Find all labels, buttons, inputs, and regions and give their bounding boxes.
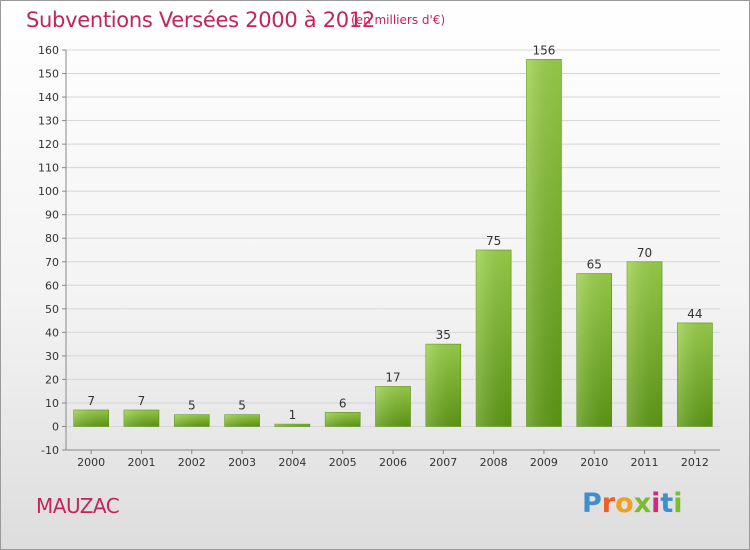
- place-name: MAUZAC: [36, 494, 120, 518]
- data-label: 75: [486, 234, 501, 248]
- bar-shade: [627, 261, 663, 427]
- y-tick-label: 130: [38, 115, 59, 128]
- x-tick-label: 2002: [178, 456, 206, 469]
- bar-shade: [476, 250, 512, 427]
- x-tick-label: 2008: [480, 456, 508, 469]
- bar-shade: [425, 344, 461, 427]
- chart-subtitle: (en milliers d'€): [351, 13, 446, 27]
- bar-shade: [123, 410, 159, 427]
- y-tick-label: 90: [45, 209, 59, 222]
- data-label: 35: [436, 328, 451, 342]
- data-label: 5: [238, 399, 246, 413]
- y-tick-label: 100: [38, 185, 59, 198]
- proxiti-logo: Proxiti: [582, 488, 683, 519]
- y-tick-label: 70: [45, 256, 59, 269]
- bars: [73, 59, 713, 427]
- bar-shade: [576, 273, 612, 427]
- chart-title: Subventions Versées 2000 à 2012: [26, 8, 375, 32]
- x-tick-label: 2012: [681, 456, 709, 469]
- y-tick-label: -10: [41, 444, 59, 457]
- bar-shade: [375, 386, 411, 427]
- x-tick-label: 2000: [77, 456, 105, 469]
- x-tick-label: 2001: [127, 456, 155, 469]
- data-label: 70: [637, 246, 652, 260]
- y-tick-label: 0: [52, 420, 59, 433]
- y-tick-label: 20: [45, 373, 59, 386]
- y-tick-label: 110: [38, 162, 59, 175]
- bar-shade: [224, 414, 260, 427]
- data-label: 7: [138, 394, 146, 408]
- y-tick-label: 160: [38, 44, 59, 57]
- bar-shade: [274, 424, 310, 427]
- bar-shade: [526, 59, 562, 427]
- x-tick-label: 2009: [530, 456, 558, 469]
- x-tick-label: 2007: [429, 456, 457, 469]
- data-label: 44: [687, 307, 702, 321]
- y-tick-label: 150: [38, 68, 59, 81]
- data-label: 7: [87, 394, 95, 408]
- y-tick-label: 30: [45, 350, 59, 363]
- bar-shade: [73, 410, 109, 427]
- bar-shade: [325, 412, 361, 427]
- x-tick-label: 2010: [580, 456, 608, 469]
- data-label: 156: [532, 43, 555, 57]
- y-tick-label: 40: [45, 326, 59, 339]
- data-label: 1: [289, 408, 297, 422]
- labels: 7 2000 7 2001 5 2002 5 2003 1 2004 6 2005 17 2006 35 20…: [77, 43, 709, 469]
- data-label: 17: [385, 370, 400, 384]
- y-tick-label: 60: [45, 279, 59, 292]
- bar-shade: [174, 414, 210, 427]
- axes: -10 0 10 20 30 40 50 60 70 80 90 100 110 120 130 140 150…: [38, 44, 720, 457]
- y-tick-label: 120: [38, 138, 59, 151]
- y-tick-label: 10: [45, 397, 59, 410]
- x-tick-label: 2006: [379, 456, 407, 469]
- x-tick-label: 2005: [329, 456, 357, 469]
- data-label: 5: [188, 399, 196, 413]
- y-tick-label: 50: [45, 303, 59, 316]
- x-tick-label: 2011: [631, 456, 659, 469]
- bar-shade: [677, 322, 713, 427]
- x-tick-label: 2003: [228, 456, 256, 469]
- y-tick-label: 140: [38, 91, 59, 104]
- data-label: 65: [587, 258, 602, 272]
- y-tick-label: 80: [45, 232, 59, 245]
- data-label: 6: [339, 396, 347, 410]
- x-tick-label: 2004: [278, 456, 306, 469]
